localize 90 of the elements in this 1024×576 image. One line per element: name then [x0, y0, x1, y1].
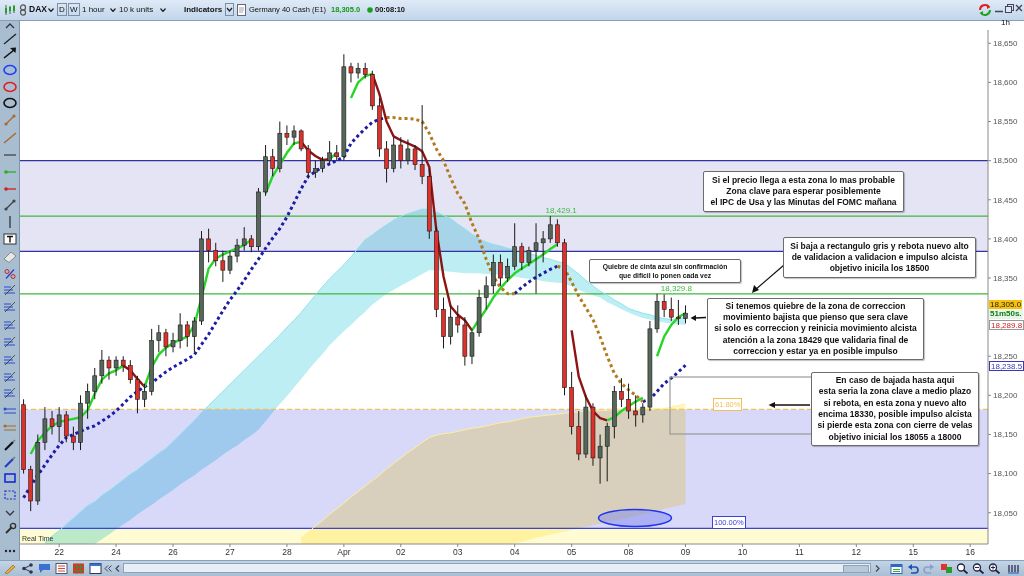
candlestick — [519, 242, 525, 271]
candlestick — [661, 293, 667, 318]
y-tick-label: 18,050 — [993, 508, 1019, 518]
text: W — [68, 3, 80, 16]
text: 18,238.5 — [989, 361, 1024, 371]
candlestick — [633, 394, 638, 428]
x-tick-label: 05 — [566, 547, 577, 557]
candlestick — [192, 316, 197, 353]
x-tick-label: 16 — [965, 547, 976, 557]
candlestick — [184, 320, 190, 348]
candlestick — [327, 140, 332, 166]
candlestick — [241, 226, 247, 252]
x-tick-label: 26 — [168, 547, 179, 557]
y-tick-label: 18,250 — [993, 352, 1019, 362]
text: 18,305.0 — [989, 300, 1023, 310]
candlestick — [177, 312, 183, 349]
note-box: Si tenemos quiebre de la zona de correccion movimiento bajista que pienso que sera clave si solo es correccion y reinicia movimiento alcista atención a la zona 18429 que validaria final de correccion y estar ya en posible impulso — [707, 298, 924, 360]
candlestick — [555, 218, 560, 248]
x-tick-label: 27 — [225, 547, 235, 557]
x-tick-label: Apr — [337, 547, 351, 557]
candlestick — [206, 228, 211, 263]
note-box: Si baja a rectangulo gris y rebota nuevo alto de validacion a validacion e impulso alcista objetivo inicila los 18500 — [783, 237, 976, 278]
y-tick-label: 18,650 — [993, 39, 1019, 49]
text: D — [57, 3, 67, 16]
candlestick — [483, 275, 489, 310]
x-tick-label: 11 — [794, 547, 805, 557]
candlestick — [213, 242, 219, 267]
candlestick — [298, 128, 304, 152]
candlestick — [626, 383, 631, 420]
x-tick-label: 15 — [908, 547, 919, 557]
text: 18,289.8 — [989, 320, 1024, 330]
y-tick-label: 18,100 — [993, 469, 1019, 479]
y-tick-label: 18,200 — [993, 391, 1019, 401]
x-tick-label: 28 — [282, 547, 292, 557]
text: 1h — [1001, 17, 1010, 28]
candlestick — [448, 304, 453, 345]
candlestick — [455, 304, 461, 334]
ref-line-label: 18,329.8 — [660, 283, 693, 293]
x-tick-label: 10 — [737, 547, 748, 557]
candlestick — [604, 422, 610, 482]
candlestick — [491, 254, 496, 295]
candlestick — [270, 148, 275, 177]
y-tick-label: 18,500 — [993, 156, 1019, 166]
candlestick — [156, 324, 162, 353]
text: Indicators — [184, 4, 223, 15]
y-tick-label: 18,550 — [993, 117, 1019, 127]
candlestick — [135, 375, 140, 414]
note-box: En caso de bajada hasta aqui esta seria la zona clave a medio plazo si rebota, en esta zona y nuevo alto encima 18330, posible impulso alcista si pierde esta zona con cierre de velas objetivo inicial los 18055 a 18000 — [811, 372, 979, 446]
y-tick-label: 18,350 — [993, 273, 1019, 283]
candlestick — [128, 359, 133, 385]
candlestick — [56, 406, 62, 443]
y-tick-label: 18,150 — [993, 430, 1019, 440]
candlestick — [676, 299, 681, 326]
candlestick — [63, 410, 69, 443]
y-tick-label: 18,400 — [993, 234, 1019, 244]
x-tick-label: 04 — [509, 547, 520, 557]
x-tick-label: 03 — [453, 547, 463, 557]
y-tick-label: 18,600 — [993, 78, 1019, 88]
x-tick-label: 12 — [851, 547, 862, 557]
candlestick — [540, 230, 546, 263]
candlestick — [498, 254, 503, 287]
x-tick-label: 02 — [396, 547, 406, 557]
text: 1 hour — [82, 4, 105, 15]
x-tick-label: 08 — [623, 547, 634, 557]
y-tick-label: 18,450 — [993, 195, 1019, 205]
candlestick — [142, 383, 147, 408]
candlestick — [619, 377, 624, 408]
x-tick-label: 22 — [54, 547, 65, 557]
ref-line-label: 18,429.1 — [545, 206, 578, 216]
candlestick — [305, 144, 311, 180]
candlestick — [85, 383, 90, 420]
candlestick — [398, 136, 404, 169]
candlestick — [505, 257, 510, 283]
annotation: Si el precio llega a esta zona lo mas probable Zona clave para esperar posiblemente el IPC de Usa y las Minutas del FOMC mañana — [710, 174, 897, 209]
note-box: Si el precio llega a esta zona lo mas probable Zona clave para esperar posiblemente el IPC de Usa y las Minutas del FOMC mañana — [703, 171, 904, 212]
text: 51m50s. — [989, 309, 1023, 319]
annotation: Si baja a rectangulo gris y rebota nuevo alto de validacion a validacion e impulso alcista objetivo inicila los 18500 — [790, 240, 969, 275]
x-tick-label: 24 — [111, 547, 122, 557]
text: 10 k units — [119, 4, 154, 15]
candlestick — [419, 104, 425, 185]
candlestick — [92, 367, 98, 400]
candlestick — [391, 136, 396, 173]
candlestick — [547, 215, 553, 244]
candlestick — [640, 402, 646, 424]
candlestick — [512, 222, 517, 271]
candlestick — [384, 140, 389, 184]
text: DAX — [29, 4, 47, 15]
x-tick-label: 09 — [680, 547, 691, 557]
candlestick — [668, 297, 674, 322]
candlestick — [71, 426, 76, 451]
